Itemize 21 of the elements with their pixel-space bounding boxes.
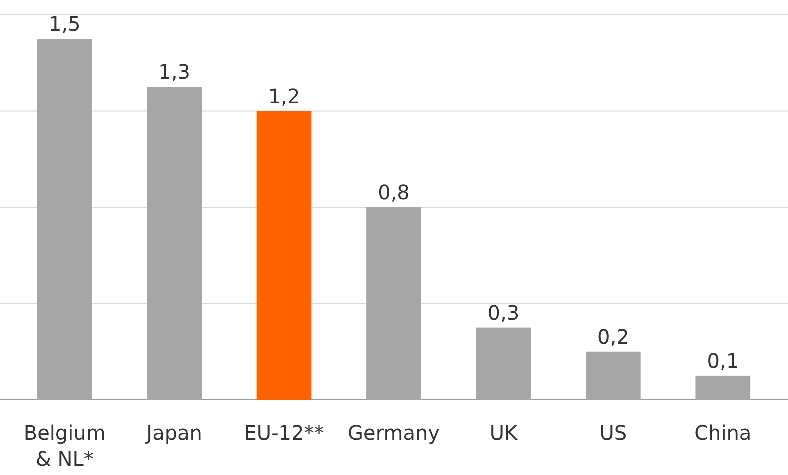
- x-tick-label: US: [600, 421, 628, 445]
- bar: [586, 352, 641, 400]
- data-label: 1,5: [48, 12, 81, 36]
- bar: [147, 87, 202, 400]
- x-tick-label: EU-12**: [244, 421, 324, 445]
- x-tick-label: Belgium & NL*: [24, 421, 106, 471]
- bar: [476, 328, 532, 400]
- bar: [37, 39, 92, 400]
- x-tick-label: Germany: [348, 421, 440, 445]
- bar: [696, 376, 751, 400]
- data-label: 0,3: [488, 300, 520, 325]
- data-label: 1,2: [268, 84, 300, 108]
- x-tick-label: Japan: [144, 421, 202, 445]
- x-tick-label: China: [694, 421, 752, 445]
- x-tick-label: UK: [490, 421, 518, 445]
- bar: [256, 111, 312, 400]
- data-label: 1,3: [158, 60, 190, 84]
- data-label: 0,2: [598, 324, 630, 349]
- data-label: 0,1: [707, 348, 740, 373]
- bar: [366, 208, 422, 400]
- data-label: 0,8: [378, 180, 410, 204]
